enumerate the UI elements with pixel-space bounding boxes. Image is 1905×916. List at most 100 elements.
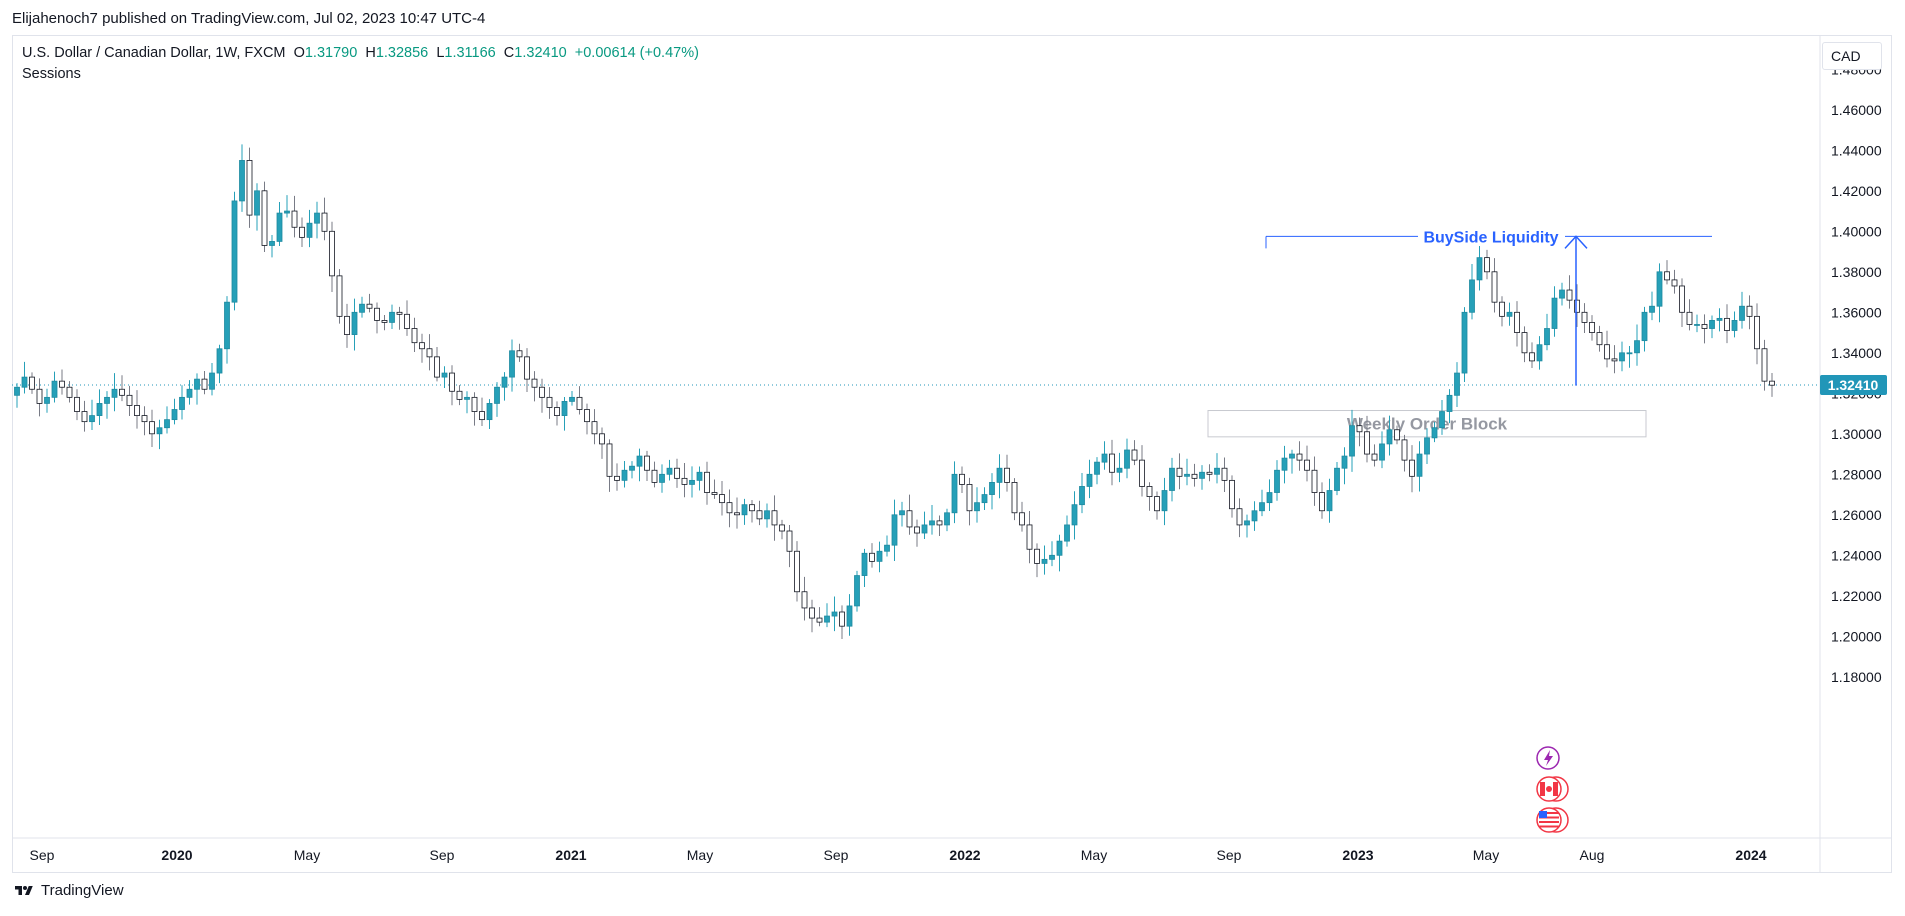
candle <box>666 459 673 481</box>
footer-brand[interactable]: TradingView <box>12 882 124 899</box>
candle-body <box>1334 467 1340 491</box>
candle-body <box>1371 453 1378 461</box>
candle <box>1221 457 1228 493</box>
candle <box>1289 449 1295 474</box>
candle <box>1716 308 1723 332</box>
symbol-title[interactable]: U.S. Dollar / Canadian Dollar, 1W, FXCM <box>22 45 286 61</box>
candle <box>1619 341 1625 372</box>
candle-body <box>1079 486 1085 506</box>
candle <box>704 461 710 505</box>
candle <box>164 406 170 434</box>
candle <box>966 477 973 526</box>
candle <box>1551 286 1558 337</box>
candle <box>329 221 335 292</box>
candle-body <box>134 405 140 416</box>
candle <box>1739 291 1745 329</box>
candle <box>1064 515 1070 547</box>
candle-body <box>1574 299 1580 313</box>
candle <box>1604 330 1610 368</box>
canada-flag-icon <box>1536 776 1569 802</box>
candle <box>1521 326 1528 363</box>
order-block-label: Weekly Order Block <box>1347 415 1508 434</box>
candle <box>44 388 50 413</box>
candle-body <box>1071 504 1078 526</box>
x-tick-label: Aug <box>1580 847 1605 863</box>
candle-body <box>126 394 133 406</box>
candle-body <box>1686 311 1693 325</box>
candle <box>944 508 950 532</box>
candle <box>171 398 178 425</box>
x-tick-label: May <box>1081 847 1107 863</box>
last-price-tag <box>1820 375 1887 395</box>
candle-body <box>21 376 28 388</box>
candle <box>659 464 665 493</box>
candle-body <box>1656 271 1663 307</box>
candle <box>1634 324 1640 366</box>
candle-body <box>1401 439 1408 461</box>
candle <box>1454 362 1460 408</box>
candle-body <box>1011 482 1018 514</box>
candle <box>591 409 598 445</box>
candle <box>111 373 118 412</box>
x-tick-label: Sep <box>1217 847 1242 863</box>
candle <box>89 399 95 431</box>
candle-body <box>1041 558 1048 564</box>
candle <box>36 378 43 417</box>
candle <box>561 397 568 431</box>
candle <box>606 439 613 492</box>
candle-body <box>239 160 245 202</box>
y-tick-label: 1.24000 <box>1831 547 1882 563</box>
candle <box>1341 447 1348 485</box>
candle <box>486 399 493 430</box>
candle-body <box>1221 467 1228 481</box>
candle-body <box>1364 431 1370 455</box>
candle-body <box>306 222 313 238</box>
candle <box>1574 284 1580 327</box>
candle <box>831 596 838 632</box>
candle-body <box>614 475 620 481</box>
candle <box>284 195 290 218</box>
candle <box>1191 463 1198 487</box>
candle-body <box>156 427 163 435</box>
candle-body <box>651 469 658 483</box>
candle-body <box>299 226 305 238</box>
x-tick-label: 2023 <box>1342 847 1373 863</box>
candle-body <box>794 550 800 593</box>
candle-body <box>14 386 20 396</box>
y-tick-label: 1.44000 <box>1831 142 1882 158</box>
currency-button[interactable]: CAD <box>1822 42 1882 70</box>
candle-body <box>749 504 755 512</box>
candle-body <box>1604 344 1610 360</box>
candle-body <box>1124 449 1130 469</box>
candle <box>1311 456 1318 506</box>
candle <box>584 403 590 435</box>
candle-body <box>959 473 965 485</box>
candle <box>1199 465 1205 490</box>
candle-body <box>1641 311 1648 342</box>
candle-body <box>1161 490 1168 512</box>
candle <box>1469 264 1475 320</box>
candle <box>1724 304 1730 344</box>
candle-body <box>659 473 665 483</box>
candle-body <box>884 544 890 552</box>
candle <box>1649 291 1655 321</box>
candle <box>314 201 320 239</box>
sessions-indicator-label[interactable]: Sessions <box>22 66 81 82</box>
y-tick-label: 1.18000 <box>1831 669 1882 685</box>
candle-body <box>104 396 110 404</box>
candle-body <box>1206 471 1213 475</box>
candle-body <box>1461 311 1468 374</box>
candle <box>1686 299 1693 331</box>
candle-body <box>629 465 635 471</box>
candle-body <box>486 403 493 421</box>
candle <box>576 386 583 415</box>
candle <box>1401 434 1408 472</box>
candle <box>1709 315 1715 339</box>
candle-body <box>1499 301 1505 317</box>
candle-body <box>1251 510 1258 522</box>
candle <box>1161 477 1168 526</box>
candle <box>696 466 703 491</box>
candle-body <box>606 443 613 477</box>
candle-body <box>1139 459 1145 487</box>
